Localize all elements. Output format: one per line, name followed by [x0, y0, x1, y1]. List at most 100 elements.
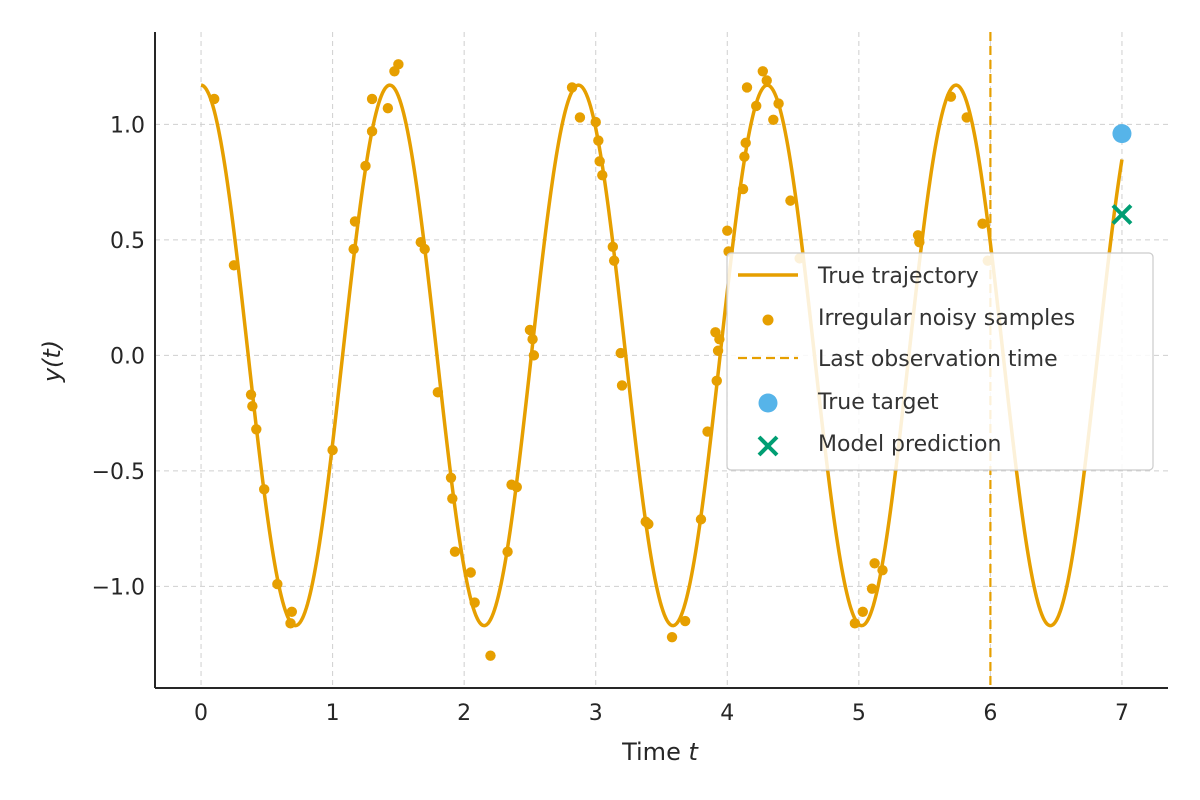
x-tick-label: 2: [457, 701, 471, 726]
sample-point: [608, 255, 620, 266]
x-tick-label: 1: [326, 701, 340, 726]
legend-label-samples: Irregular noisy samples: [818, 306, 1075, 331]
sample-point: [757, 66, 768, 77]
sample-point: [366, 126, 378, 137]
legend-swatch-samples: [762, 314, 774, 326]
sample-point: [447, 493, 458, 504]
sample-point: [741, 82, 753, 93]
y-tick-label: −0.5: [92, 460, 145, 485]
sample-point: [597, 170, 608, 181]
legend-label-target: True target: [817, 390, 939, 415]
sample-point: [761, 75, 772, 86]
legend: True trajectory Irregular noisy samples …: [726, 252, 1154, 471]
legend-swatch-target: [758, 393, 778, 413]
sample-point: [209, 93, 220, 105]
y-axis-label: y(t): [38, 340, 66, 383]
sample-point: [607, 241, 619, 253]
x-tick-label: 5: [852, 701, 866, 726]
legend-label-trajectory: True trajectory: [817, 264, 979, 289]
sample-point: [857, 606, 868, 617]
sample-point: [272, 578, 283, 590]
sample-point: [251, 424, 262, 435]
sample-point: [869, 558, 880, 569]
plot-area: [200, 32, 1133, 688]
sample-point: [366, 93, 378, 105]
legend-label-prediction: Model prediction: [818, 432, 1001, 457]
legend-label-last-observation: Last observation time: [818, 347, 1058, 372]
y-tick-label: −1.0: [92, 575, 145, 600]
sample-point: [445, 472, 457, 484]
sample-point: [590, 116, 601, 128]
sample-point: [245, 389, 257, 400]
sample-point: [961, 112, 972, 123]
sample-point: [877, 564, 888, 576]
sample-point: [695, 514, 707, 525]
sample-point: [502, 546, 513, 557]
x-tick-label: 4: [720, 701, 734, 726]
sample-point: [524, 324, 536, 336]
sample-point: [327, 444, 338, 456]
sample-point: [258, 484, 270, 495]
axes: [154, 32, 1168, 689]
sample-point: [739, 151, 750, 162]
sample-point: [768, 114, 779, 125]
legend-box: [726, 252, 1154, 471]
sample-point: [348, 243, 359, 255]
x-tick-label: 6: [983, 701, 997, 726]
sample-point: [773, 98, 784, 109]
sample-point: [382, 103, 394, 114]
sample-point: [566, 82, 578, 93]
sample-point: [432, 387, 444, 398]
sample-point: [247, 400, 258, 412]
sample-point: [593, 135, 604, 146]
sample-point: [679, 615, 691, 627]
legend-swatch-prediction: [757, 435, 779, 457]
sample-point: [527, 334, 538, 345]
sample-point: [914, 236, 925, 248]
sample-point: [360, 160, 371, 172]
sample-point: [945, 91, 957, 102]
sample-point: [594, 156, 605, 167]
sample-point: [615, 347, 626, 359]
y-tick-label: 0.0: [110, 344, 145, 369]
sample-point: [751, 100, 762, 112]
sample-point: [722, 225, 733, 236]
x-tick-label: 3: [589, 701, 603, 726]
sample-point: [449, 546, 461, 557]
sample-point: [740, 137, 751, 149]
sample-point: [574, 112, 586, 123]
sample-point: [286, 606, 298, 617]
sample-point: [349, 216, 361, 227]
sample-point: [228, 260, 240, 271]
x-tick-label: 7: [1115, 701, 1129, 726]
sample-point: [285, 618, 296, 629]
sample-point: [419, 243, 430, 255]
sample-point: [866, 583, 878, 594]
sample-point: [702, 426, 713, 437]
sample-point: [977, 218, 988, 229]
y-tick-label: 1.0: [110, 113, 145, 138]
sample-point: [469, 597, 480, 608]
x-tick-label: 0: [194, 701, 208, 726]
x-axis-label: Time t: [621, 738, 699, 766]
model-prediction-stroke: [1111, 204, 1133, 225]
sample-point: [528, 350, 540, 361]
sample-point: [666, 631, 678, 643]
sample-point: [616, 380, 628, 391]
sample-point: [485, 650, 496, 661]
sample-point: [737, 183, 749, 195]
sample-point: [712, 345, 724, 356]
sample-point: [465, 567, 476, 578]
sample-point: [511, 481, 522, 493]
sample-point: [714, 334, 725, 345]
sample-point: [393, 59, 404, 70]
sample-point: [711, 375, 722, 386]
sample-point: [849, 618, 861, 629]
sample-point: [643, 518, 654, 530]
true-target-marker: [1112, 124, 1132, 144]
ticks: 0 1 2 3 4 5 6 7 1.0 0.5 0.0 −0.5 −1.0: [92, 113, 1129, 726]
sample-point: [785, 195, 796, 206]
model-prediction-marker: [1111, 204, 1133, 225]
y-tick-label: 0.5: [110, 229, 145, 254]
